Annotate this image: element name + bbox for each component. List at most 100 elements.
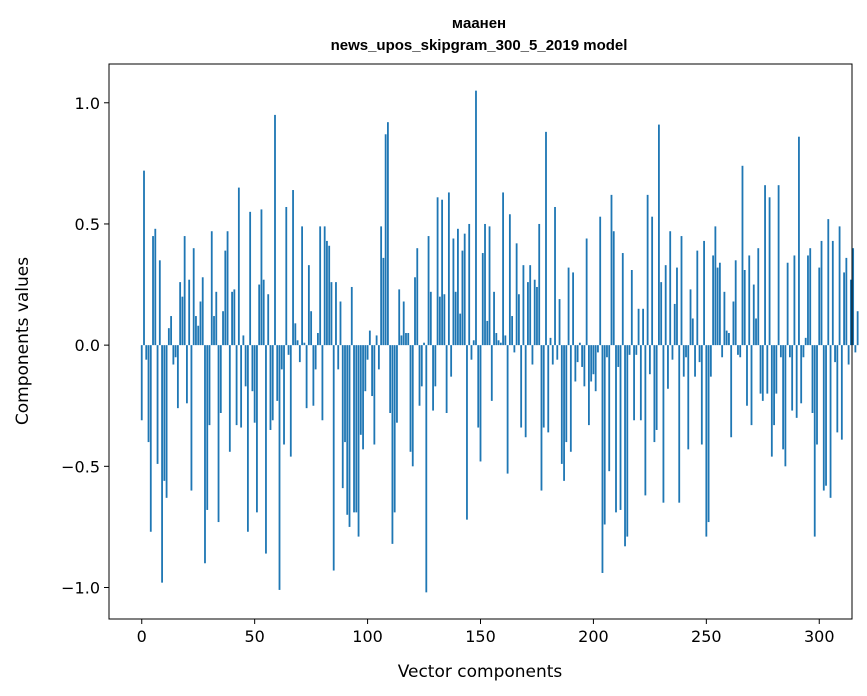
bar <box>323 226 326 346</box>
bar <box>147 345 150 443</box>
bar <box>538 223 541 346</box>
bar <box>285 206 288 346</box>
bar <box>574 345 577 382</box>
bar <box>274 114 276 346</box>
bar <box>215 291 218 346</box>
bar <box>687 345 690 450</box>
bar <box>481 253 484 346</box>
bar <box>163 345 166 481</box>
bar <box>339 301 342 346</box>
bar <box>427 236 430 346</box>
bar <box>217 345 220 523</box>
bar <box>484 223 486 346</box>
bar <box>840 345 843 440</box>
bar <box>531 345 534 365</box>
bar <box>540 345 543 491</box>
bar <box>615 345 617 513</box>
bar <box>488 226 491 346</box>
bar <box>348 345 351 527</box>
bar <box>436 197 439 346</box>
bar <box>414 277 416 346</box>
bar <box>197 325 200 346</box>
bar <box>578 342 581 346</box>
bar <box>267 294 270 346</box>
bar <box>452 238 455 346</box>
bar <box>520 345 523 428</box>
y-tick-label: 0.5 <box>75 215 100 234</box>
bar <box>226 231 229 346</box>
bar <box>822 345 825 491</box>
bar <box>262 279 265 346</box>
bar <box>222 311 224 346</box>
bar <box>366 345 369 360</box>
bar <box>689 289 692 346</box>
bar <box>278 345 281 590</box>
bar <box>380 226 383 346</box>
bar <box>515 243 518 346</box>
bar <box>423 342 425 346</box>
bar <box>764 185 766 346</box>
bar <box>556 345 559 360</box>
bar <box>590 345 593 382</box>
bar <box>154 228 157 346</box>
bar <box>195 316 197 346</box>
bar <box>547 345 550 433</box>
bar <box>852 248 855 346</box>
bar <box>671 345 674 360</box>
bar <box>335 282 337 346</box>
bar <box>777 185 780 346</box>
bar <box>454 291 457 346</box>
bar <box>599 216 602 346</box>
bar <box>459 313 462 346</box>
bar <box>477 345 480 428</box>
bar <box>294 323 297 346</box>
bar <box>475 90 477 346</box>
bar <box>847 345 850 365</box>
x-tick-label: 50 <box>244 627 264 646</box>
bar <box>766 345 769 394</box>
bar <box>653 345 656 443</box>
bar <box>560 345 563 464</box>
bar <box>145 345 148 360</box>
bar <box>592 345 595 375</box>
bar <box>813 345 816 537</box>
bar <box>497 340 500 346</box>
bar <box>468 223 471 346</box>
bar <box>405 333 407 346</box>
bar <box>359 345 362 435</box>
bar <box>585 238 588 346</box>
bar <box>533 279 536 346</box>
bar <box>330 282 333 346</box>
bar <box>633 345 635 421</box>
bar <box>565 345 568 443</box>
bar <box>179 282 182 346</box>
bar <box>438 296 441 346</box>
bar <box>461 250 464 346</box>
bar <box>743 270 746 346</box>
bar <box>522 265 525 346</box>
bar <box>746 345 748 406</box>
bar <box>152 236 154 346</box>
bar <box>703 240 705 346</box>
bar <box>416 248 419 346</box>
bar <box>457 228 459 346</box>
bar <box>192 248 195 346</box>
bar <box>355 345 358 513</box>
bar <box>554 206 556 346</box>
bar <box>249 211 252 346</box>
bar <box>409 345 412 452</box>
bar <box>181 296 184 346</box>
bars-group <box>140 90 859 593</box>
bar <box>420 345 423 387</box>
bar <box>800 345 803 404</box>
bar <box>292 190 294 346</box>
bar <box>682 345 685 377</box>
bar <box>678 345 681 503</box>
bar <box>802 345 805 358</box>
bar <box>321 345 324 421</box>
bar <box>344 345 346 443</box>
bar <box>495 333 498 346</box>
bar <box>660 282 663 346</box>
bar <box>199 301 202 346</box>
bar <box>251 345 254 392</box>
